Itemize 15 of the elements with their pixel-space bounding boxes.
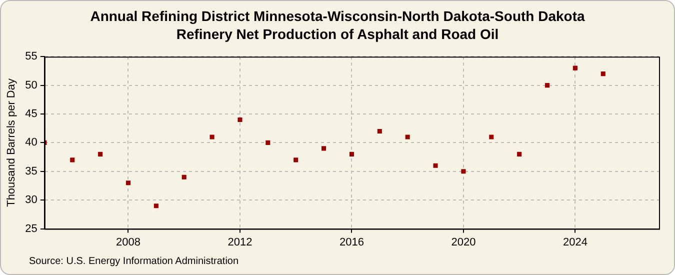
y-axis-title: Thousand Barrels per Day xyxy=(6,78,18,207)
y-tick-label: 25 xyxy=(25,222,38,235)
x-tick-label: 2020 xyxy=(451,236,476,248)
chart-title: Annual Refining District Minnesota-Wisconsin-North Dakota-South Dakota Refinery Net Production of Asphalt and Road Oil xyxy=(89,7,586,44)
x-tick-label: 2016 xyxy=(339,236,364,248)
y-tick-label: 30 xyxy=(25,194,38,206)
y-tick-label: 40 xyxy=(25,136,38,149)
y-tick-label: 50 xyxy=(25,79,38,92)
x-tick-label: 2012 xyxy=(228,236,252,248)
x-tick-label: 2008 xyxy=(116,236,140,248)
y-tick-label: 55 xyxy=(25,50,38,63)
source-note: Source: U.S. Energy Information Administration xyxy=(28,256,240,267)
y-tick-label: 45 xyxy=(25,108,38,120)
x-tick-label: 2024 xyxy=(562,236,588,248)
y-tick-label: 35 xyxy=(25,165,38,178)
